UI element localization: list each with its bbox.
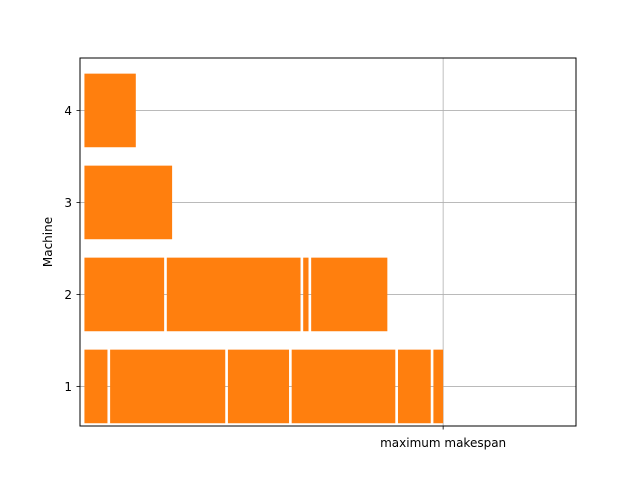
y-tick-label-4: 4	[64, 104, 72, 118]
bar-machine-2-9	[311, 257, 388, 332]
y-axis-label: Machine	[41, 217, 55, 267]
y-tick-label-1: 1	[64, 380, 72, 394]
bar-machine-2-7	[166, 257, 301, 332]
bar-machine-1-5	[433, 349, 444, 424]
bar-machine-2-6	[84, 257, 165, 332]
y-ticks: 1 2 3 4	[64, 104, 80, 394]
bar-machine-1-4	[397, 349, 431, 424]
bar-machine-3-10	[84, 165, 173, 240]
y-tick-label-2: 2	[64, 288, 72, 302]
bars	[84, 73, 444, 424]
bar-machine-2-8	[303, 257, 309, 332]
bar-machine-1-0	[84, 349, 108, 424]
bar-machine-1-2	[227, 349, 290, 424]
x-ticks: maximum makespan	[380, 426, 506, 450]
bar-machine-4-11	[84, 73, 136, 148]
bar-machine-1-1	[110, 349, 226, 424]
x-tick-label-0: maximum makespan	[380, 436, 506, 450]
bar-machine-1-3	[291, 349, 396, 424]
plot-frame	[79, 57, 577, 427]
y-tick-label-3: 3	[64, 196, 72, 210]
